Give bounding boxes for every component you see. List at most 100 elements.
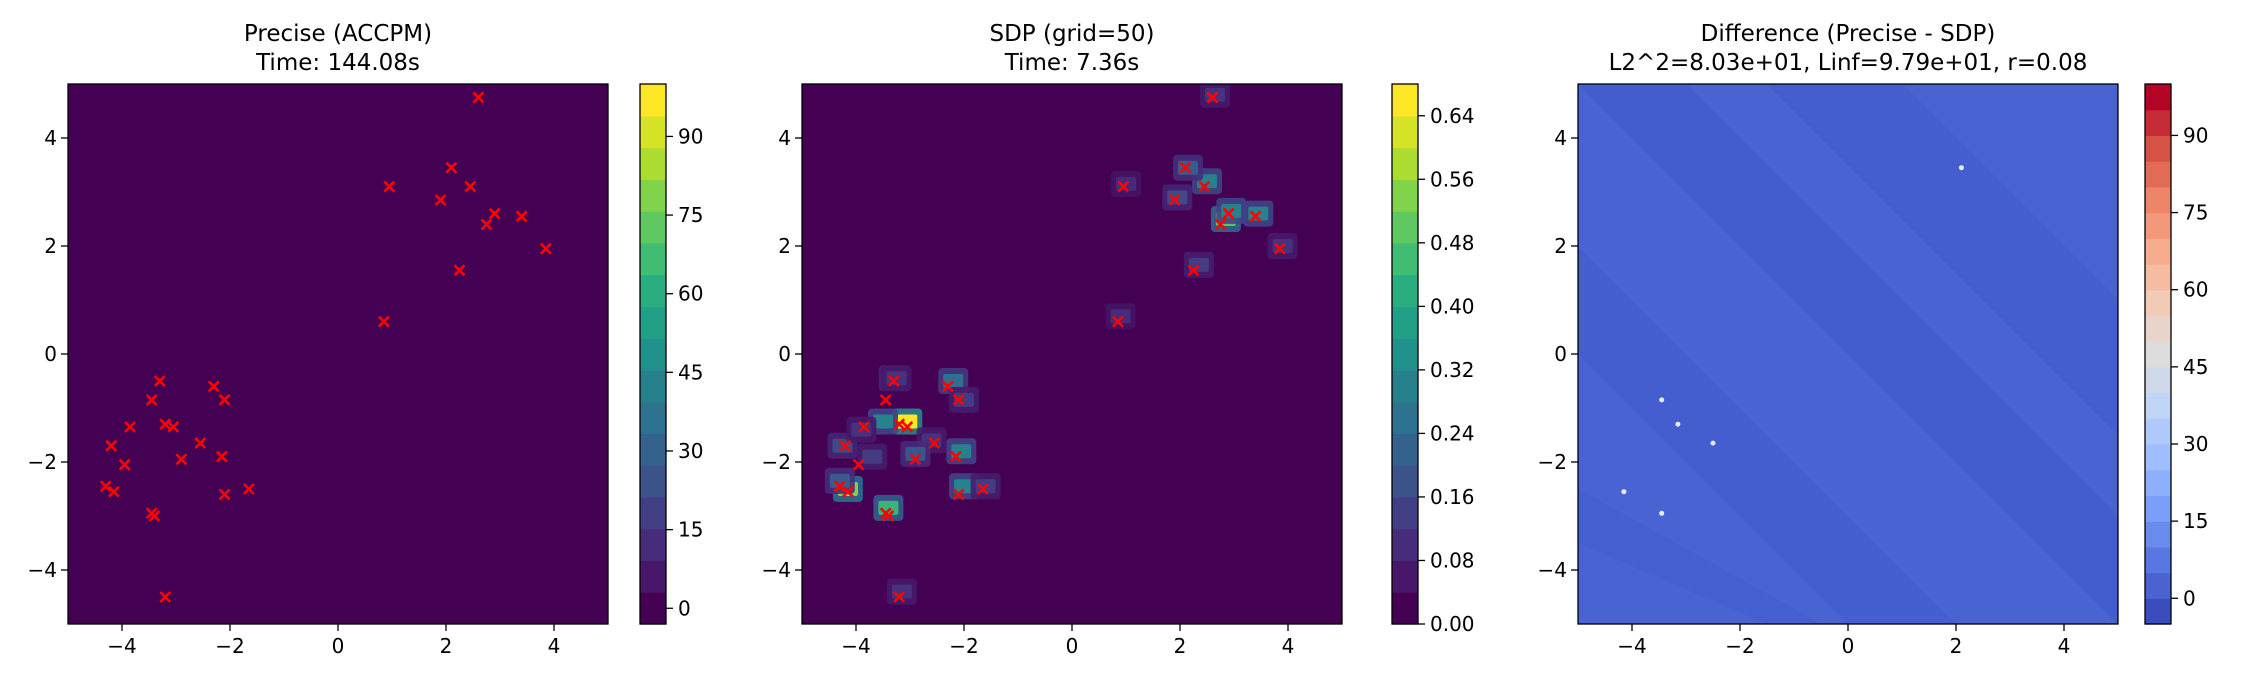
sample-marker (1214, 218, 1227, 231)
plot-area (802, 84, 1342, 624)
sample-marker (941, 380, 954, 393)
colorbar-segment (640, 84, 666, 117)
plot-area (68, 84, 608, 624)
colorbar-segment (640, 465, 666, 498)
sample-marker (107, 485, 120, 498)
sample-marker (858, 420, 871, 433)
sample-marker (445, 161, 458, 174)
y-tick-label: 2 (1554, 234, 1567, 258)
x-axis: −4 −2 0 2 4 (1617, 624, 2070, 658)
sample-marker (1273, 242, 1286, 255)
colorbar-segment (1392, 592, 1418, 625)
y-tick-label: −2 (28, 450, 57, 474)
colorbar-tick-label: 15 (2183, 509, 2208, 533)
sample-marker (488, 207, 501, 220)
sample-marker (1117, 180, 1130, 193)
sample-marker (1198, 180, 1211, 193)
panel-title-line2: L2^2=8.03e+01, Linf=9.79e+01, r=0.08 (1609, 50, 2088, 76)
sample-marker (893, 591, 906, 603)
x-tick-label: −4 (841, 634, 870, 658)
y-tick-label: 4 (778, 126, 791, 150)
colorbar-segment (2145, 418, 2171, 445)
colorbar-segment (2145, 109, 2171, 137)
colorbar-tick-label: 0.08 (1430, 548, 1475, 572)
colorbar-segment (2145, 521, 2171, 548)
sample-marker (1179, 161, 1192, 174)
colorbar-segment (2145, 546, 2171, 574)
colorbar-tick-label: 0.56 (1430, 167, 1475, 191)
sample-marker (218, 393, 231, 406)
x-tick-label: 2 (440, 634, 453, 658)
sample-marker (242, 483, 255, 495)
panel-difference: Difference (Precise - SDP) L2^2=8.03e+01… (1538, 21, 2209, 658)
diff-spot (1621, 489, 1627, 495)
sample-marker (148, 510, 161, 522)
panel-title-line2: Time: 144.08s (255, 50, 420, 76)
heatmap-background (802, 84, 1342, 624)
x-tick-label: −4 (107, 634, 136, 658)
colorbar-tick-label: 0.16 (1430, 485, 1475, 509)
colorbar-tick-label: 0.00 (1430, 612, 1475, 636)
heatmap-background (68, 84, 608, 624)
colorbar-segment (2145, 469, 2171, 497)
x-tick-label: 0 (1842, 634, 1855, 658)
colorbar-segment (640, 306, 666, 339)
colorbar-tick-label: 0.48 (1430, 231, 1475, 255)
diff-band (1578, 489, 1821, 624)
colorbar-segment (1392, 306, 1418, 339)
sample-marker (893, 418, 906, 431)
sample-marker (879, 393, 892, 406)
colorbar-segment (1392, 84, 1418, 117)
colorbar-tick-label: 15 (678, 518, 703, 542)
colorbar-segment (1392, 433, 1418, 466)
y-tick-label: 0 (1554, 342, 1567, 366)
colorbar-segment (640, 338, 666, 371)
y-tick-label: −4 (28, 558, 57, 582)
x-tick-label: −2 (215, 634, 244, 658)
colorbar-segment (1392, 496, 1418, 530)
colorbar-segment (640, 496, 666, 530)
colorbar-frame (639, 83, 667, 625)
colorbar-segment (2145, 84, 2171, 111)
x-axis: −4 −2 0 2 4 (107, 624, 560, 658)
x-tick-label: 0 (332, 634, 345, 658)
colorbar-segment (1392, 528, 1418, 562)
colorbar-tick-label: 0 (2183, 586, 2196, 610)
diff-spot (1659, 397, 1665, 403)
colorbar-segment (2145, 598, 2171, 625)
hotspot-core (897, 414, 918, 429)
x-tick-label: 4 (548, 634, 561, 658)
sample-marker (1187, 264, 1200, 277)
sample-marker (464, 180, 477, 193)
y-tick-label: −4 (762, 558, 791, 582)
colorbar-segment (2145, 366, 2171, 394)
colorbar-segment (2145, 289, 2171, 317)
sample-marker (105, 439, 118, 452)
sample-marker (952, 488, 965, 501)
sample-marker (1168, 194, 1181, 207)
y-axis: −4 −2 0 2 4 (1538, 126, 1578, 582)
colorbar-tick-label: 30 (2183, 432, 2208, 456)
sample-marker (218, 488, 231, 501)
colorbar-tick-label: 60 (2183, 278, 2208, 302)
colorbar-segment (1392, 179, 1418, 212)
colorbar-frame (1391, 83, 1419, 625)
hotspot-core (954, 479, 974, 494)
y-tick-label: 0 (778, 342, 791, 366)
panel-title-line1: Precise (ACCPM) (244, 21, 432, 47)
colorbar-segment (2145, 212, 2171, 239)
panel-sdp: SDP (grid=50) Time: 7.36s −4 −2 0 2 4 −4 −2 0 2… (762, 21, 1475, 658)
sample-marker (175, 453, 188, 466)
y-tick-label: 2 (778, 234, 791, 258)
colorbar-tick-label: 0.32 (1430, 358, 1475, 382)
diff-spot (1659, 510, 1665, 516)
colorbar: 0.00 0.08 0.16 0.24 0.32 0.40 0.48 0.56 0.64 (1391, 83, 1475, 636)
colorbar-segment (640, 179, 666, 212)
diff-band (1578, 246, 1956, 624)
sample-marker (1111, 315, 1124, 328)
x-tick-label: −2 (949, 634, 978, 658)
sample-marker (167, 420, 180, 433)
colorbar-segment (1392, 401, 1418, 435)
colorbar-segment (2145, 315, 2171, 342)
colorbar-segment (640, 560, 666, 593)
